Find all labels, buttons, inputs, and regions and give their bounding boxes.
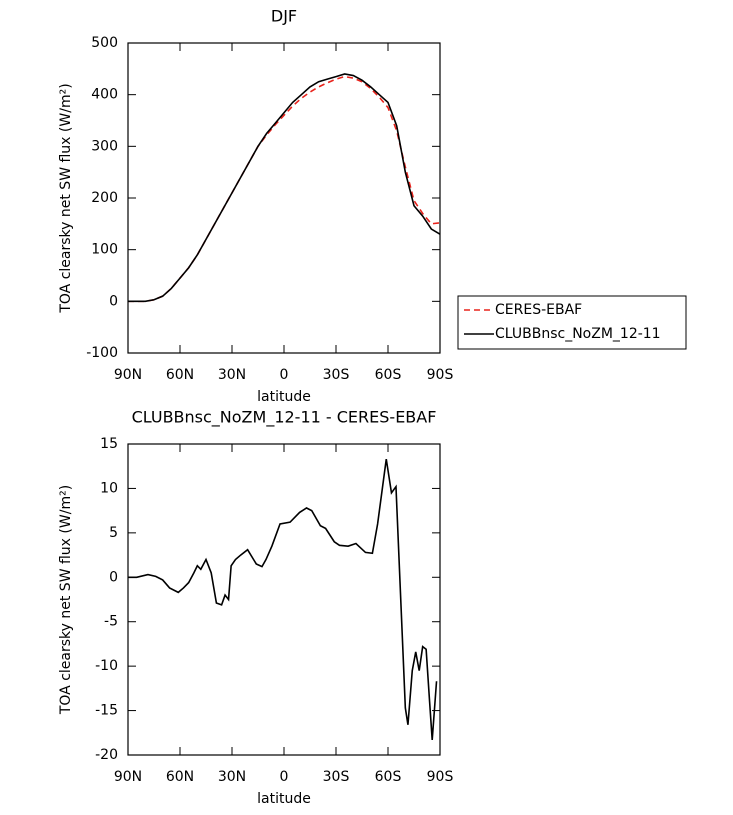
data-line: [128, 75, 441, 303]
plot-frame: [127, 42, 441, 354]
y-tick-label: -100: [86, 345, 118, 361]
x-tick-label: 60S: [375, 769, 402, 785]
x-tick-label: 60S: [375, 367, 402, 383]
x-tick-label: 30S: [323, 769, 350, 785]
x-tick-label: 30S: [323, 367, 350, 383]
y-tick-label: -15: [95, 703, 118, 719]
y-tick-label: 200: [91, 190, 118, 206]
x-axis-label: latitude: [257, 791, 311, 807]
x-tick-label: 90N: [114, 769, 142, 785]
y-axis-label: TOA clearsky net SW flux (W/m²): [58, 83, 74, 313]
legend-label: CLUBBnsc_NoZM_12-11: [495, 326, 661, 342]
x-tick-label: 90S: [427, 367, 454, 383]
x-tick-label: 60N: [166, 367, 194, 383]
y-tick-label: 15: [100, 436, 118, 452]
y-tick-label: 0: [109, 569, 118, 585]
chart-title: CLUBBnsc_NoZM_12-11 - CERES-EBAF: [132, 408, 437, 428]
data-line: [128, 458, 438, 740]
y-tick-label: 100: [91, 242, 118, 258]
plot-frame: [127, 443, 441, 756]
legend-label: CERES-EBAF: [495, 302, 582, 318]
x-tick-label: 30N: [218, 367, 246, 383]
x-tick-label: 90N: [114, 367, 142, 383]
chart-title: DJF: [271, 7, 297, 26]
y-tick-label: 0: [109, 293, 118, 309]
x-tick-label: 0: [280, 769, 289, 785]
x-axis-label: latitude: [257, 389, 311, 405]
y-axis-label: TOA clearsky net SW flux (W/m²): [58, 485, 74, 715]
y-tick-label: 300: [91, 138, 118, 154]
x-tick-label: 0: [280, 367, 289, 383]
y-tick-label: -5: [104, 614, 118, 630]
y-tick-label: 10: [100, 480, 118, 496]
data-line: [128, 73, 441, 303]
y-tick-label: -10: [95, 658, 118, 674]
y-tick-label: -20: [95, 747, 118, 763]
y-tick-label: 500: [91, 35, 118, 51]
x-tick-label: 90S: [427, 769, 454, 785]
x-tick-label: 30N: [218, 769, 246, 785]
y-tick-label: 5: [109, 525, 118, 541]
y-tick-label: 400: [91, 87, 118, 103]
legend-box: [457, 295, 687, 350]
x-tick-label: 60N: [166, 769, 194, 785]
